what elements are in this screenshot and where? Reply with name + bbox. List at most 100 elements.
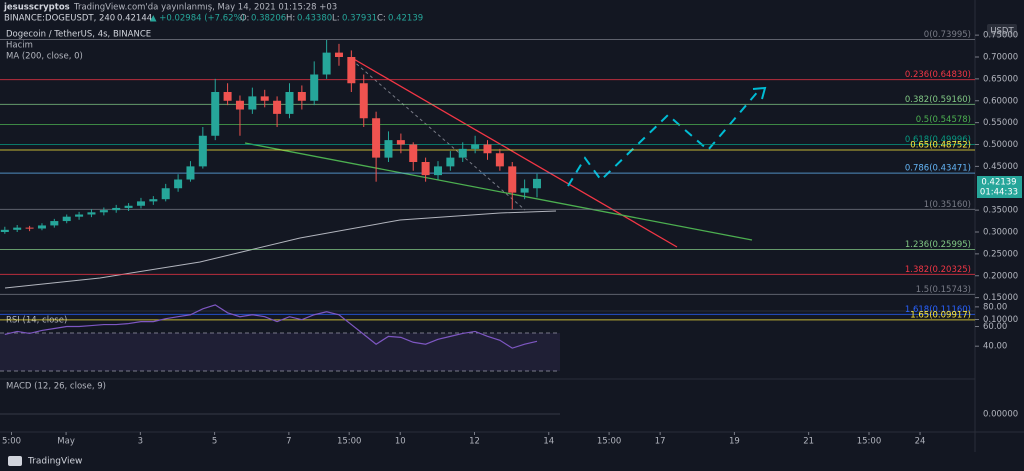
x-tick-label: 24: [915, 437, 926, 447]
candle-body: [495, 153, 504, 167]
author[interactable]: jesusscryptos: [3, 3, 70, 13]
fib-label: 0.786(0.43471): [905, 164, 971, 174]
o-label: O:: [240, 14, 249, 24]
moving-average: [4, 210, 557, 289]
candle-body: [310, 74, 319, 101]
change: ▲ +0.02984 (+7.62%): [150, 14, 245, 24]
candle-body: [409, 144, 418, 162]
x-tick-label: May: [57, 437, 75, 447]
fib-label: 1.5(0.15743): [916, 285, 971, 295]
l-label: L:: [332, 14, 340, 24]
candle-body: [37, 225, 46, 229]
candle-body: [396, 140, 405, 145]
x-tick-label: 19: [729, 437, 740, 447]
x-tick-label: 5: [212, 437, 217, 447]
candle-body: [62, 216, 71, 222]
candle-body: [149, 199, 158, 202]
y-tick-label: 0.55000: [983, 118, 1018, 128]
candle-body: [25, 227, 34, 229]
y-tick-label: 0.65000: [983, 74, 1018, 84]
candle-body: [347, 57, 356, 84]
x-tick-label: 15:00: [337, 437, 362, 447]
published: TradingView.com'da yayınlanmış, May 14, …: [73, 3, 337, 13]
x-tick-label: 3: [138, 437, 143, 447]
candle-body: [532, 178, 541, 189]
candle-body: [458, 148, 467, 158]
fib-label: 0.236(0.64830): [905, 70, 971, 80]
trendline: [244, 142, 753, 241]
candle-body: [161, 188, 170, 200]
legend-ma: MA (200, close, 0): [6, 52, 83, 62]
candle-body: [421, 162, 430, 176]
fib-label: 0.65(0.48752): [910, 140, 971, 150]
symbol: BINANCE:DOGEUSDT, 240: [4, 14, 115, 24]
candle-body: [446, 157, 455, 167]
countdown: 01:44:33: [980, 188, 1018, 198]
candle-body: [508, 166, 517, 193]
y-tick-label: 0.15000: [983, 293, 1018, 303]
candle-body: [384, 140, 393, 158]
y-tick-label: 0.25000: [983, 249, 1018, 259]
candle-body: [248, 96, 257, 110]
currency-box: [987, 24, 1017, 37]
y-tick-label: 0.70000: [983, 53, 1018, 63]
candle-body: [0, 229, 9, 232]
candle-body: [434, 166, 443, 176]
rsi-tick-label: 80.00: [983, 302, 1007, 312]
y-tick-label: 0.45000: [983, 162, 1018, 172]
y-tick-label: 0.10000: [983, 315, 1018, 325]
projection-arrow: [752, 86, 767, 100]
candle-body: [136, 201, 145, 206]
x-tick-label: 10: [395, 437, 406, 447]
candle-body: [50, 221, 59, 226]
c-label: C:: [377, 14, 386, 24]
fib-label: 1.618(0.11160): [905, 305, 971, 315]
x-tick-label: 15:00: [857, 437, 882, 447]
candle-body: [124, 205, 133, 208]
fib-label: 1.382(0.20325): [905, 265, 971, 275]
logo-icon: [8, 456, 22, 466]
drawings: [0, 57, 767, 372]
y-tick-label: 0.30000: [983, 228, 1018, 238]
y-tick-label: 0.60000: [983, 96, 1018, 106]
h-label: H:: [286, 14, 295, 24]
legend-title: Dogecoin / TetherUS, 4s, BINANCE: [6, 30, 151, 40]
x-tick-label: 21: [803, 437, 814, 447]
rsi-tick-label: 60.00: [983, 322, 1007, 332]
x-tick-label: 17: [655, 437, 666, 447]
rsi-line: [4, 304, 538, 349]
candle-body: [273, 100, 282, 114]
rsi-fill: [0, 333, 560, 371]
fib-label: 0.5(0.54578): [916, 115, 971, 125]
candle-body: [520, 188, 529, 193]
candle-body: [112, 207, 121, 211]
x-tick-label: 12: [469, 437, 480, 447]
high: 0.43380: [297, 14, 332, 24]
fib-label: 1.65(0.09917): [910, 310, 971, 320]
y-tick-label: 0.75000: [983, 31, 1018, 41]
candle-body: [13, 227, 22, 230]
fib-connector: [351, 59, 526, 211]
price-tag: 0.42139: [981, 178, 1016, 188]
y-tick-label: 0.50000: [983, 140, 1018, 150]
legend-volume: Hacim: [6, 41, 33, 51]
candle-body: [223, 92, 232, 101]
candle-body: [322, 52, 331, 75]
fib-label: 0.382(0.59160): [905, 95, 971, 105]
candle-body: [260, 96, 269, 101]
macd-tick-label: 0.00000: [983, 410, 1018, 420]
fib-label: 0(0.73995): [924, 30, 971, 40]
fib-label: 1(0.35160): [924, 200, 971, 210]
candle-body: [211, 92, 220, 136]
candle-body: [99, 210, 108, 213]
candle-body: [174, 179, 183, 189]
footer-logo[interactable]: TradingView: [27, 457, 82, 467]
candle-body: [372, 118, 381, 158]
candle-body: [483, 144, 492, 154]
fib-label: 1.236(0.25995): [905, 240, 971, 250]
fib-label: 0.618(0.49996): [905, 135, 971, 145]
candle-body: [334, 52, 343, 57]
legend-macd: MACD (12, 26, close, 9): [6, 382, 106, 392]
